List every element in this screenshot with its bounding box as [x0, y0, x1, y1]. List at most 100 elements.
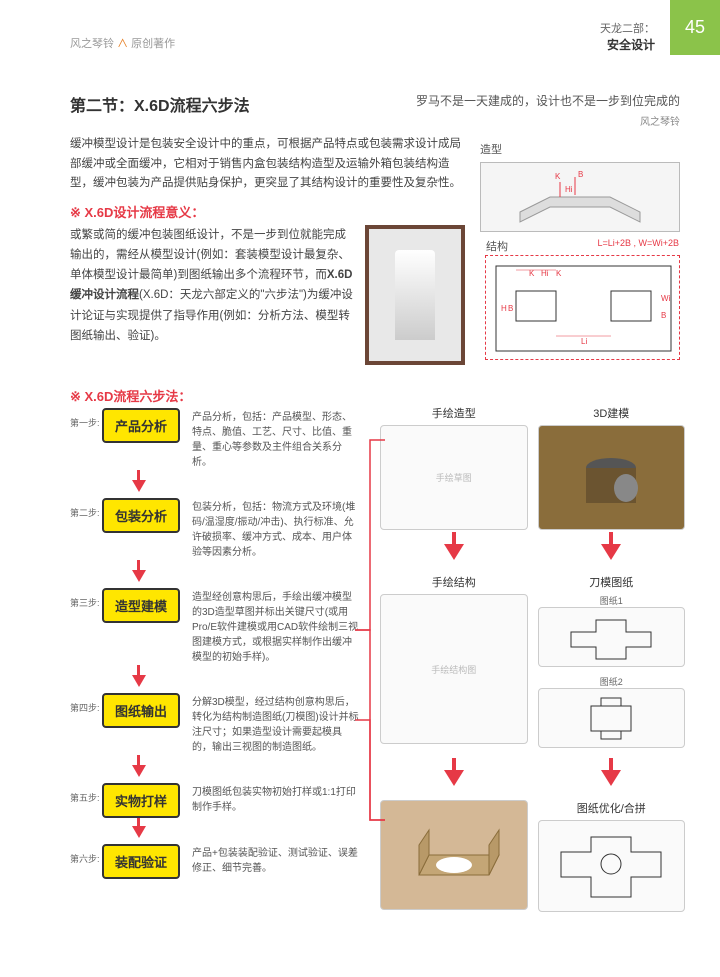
step-5-label: 第五步: — [70, 783, 102, 804]
arrow-row-1 — [380, 538, 685, 566]
fig-sketch-struct: 手绘结构图 — [380, 594, 528, 744]
page-number: 45 — [670, 0, 720, 55]
svg-text:Wi: Wi — [661, 294, 671, 303]
title-optimize: 图纸优化/合拼 — [538, 800, 686, 816]
step-4-label: 第四步: — [70, 693, 102, 714]
step-4-box: 图纸输出 — [102, 693, 180, 728]
step-6-desc: 产品+包装装配验证、测试验证、误差修正、细节完善。 — [192, 844, 360, 878]
cell-optimize: 图纸优化/合拼 — [538, 800, 686, 912]
step-4-desc: 分解3D模型，经过结构创意构思后，转化为结构制造图纸(刀模图)设计并标注尺寸；如… — [192, 693, 360, 757]
svg-text:B: B — [661, 311, 666, 320]
figure-grid: 手绘造型 手绘草图 3D建模 手绘结构 手绘结构图 刀模图纸 图纸1 图纸2 — [380, 405, 685, 920]
label-sheet1: 图纸1 — [538, 594, 686, 607]
svg-text:K: K — [555, 172, 561, 181]
formula: L=Li+2B , W=Wi+2B — [597, 238, 679, 248]
shape-svg: K B Hi — [500, 167, 660, 227]
header-right: 天龙二部： 安全设计 — [600, 20, 655, 53]
cell-3d: 3D建模 — [538, 405, 686, 530]
title-3d: 3D建模 — [538, 405, 686, 421]
arrow-icon — [132, 675, 146, 687]
header-left: 风之琴铃 ∧ 原创著作 — [70, 35, 175, 51]
grid-row-1: 手绘造型 手绘草图 3D建模 — [380, 405, 685, 530]
cushion-inner — [395, 250, 435, 340]
step-4: 第四步: 图纸输出 分解3D模型，经过结构创意构思后，转化为结构制造图纸(刀模图… — [70, 693, 360, 757]
struct-svg: KHiK HB WiB Li — [486, 256, 681, 361]
svg-text:Hi: Hi — [541, 269, 549, 278]
step-1-box: 产品分析 — [102, 408, 180, 443]
step-3: 第三步: 造型建模 造型经创意构思后，手绘出缓冲模型的3D造型草图并标出关键尺寸… — [70, 588, 360, 667]
fig-optimize — [538, 820, 686, 912]
model-3d-icon — [571, 443, 651, 513]
arrow-icon — [132, 480, 146, 492]
svg-text:B: B — [508, 304, 513, 313]
down-arrow-icon — [601, 770, 621, 786]
step-5: 第五步: 实物打样 刀模图纸包装实物初始打样或1:1打印制作手样。 — [70, 783, 360, 818]
shape-figure-area: 造型 K B Hi — [480, 140, 680, 232]
brand-sub: 原创著作 — [131, 38, 175, 50]
shape-label: 造型 — [480, 144, 502, 156]
fig-sheet2 — [538, 688, 686, 748]
para1-a: 或繁或简的缓冲包装图纸设计，不是一步到位就能完成输出的，需经从模型设计(例如：套… — [70, 229, 350, 281]
cell-sketch-struct: 手绘结构 手绘结构图 — [380, 574, 528, 756]
part-label: 天龙二部： — [600, 20, 655, 36]
step-3-box: 造型建模 — [102, 588, 180, 623]
step-1-desc: 产品分析，包括：产品模型、形态、特点、脆值、工艺、尺寸、比值、重量、重心等参数及… — [192, 408, 360, 472]
quote-author: 风之琴铃 — [416, 113, 680, 128]
paragraph-1: 或繁或简的缓冲包装图纸设计，不是一步到位就能完成输出的，需经从模型设计(例如：套… — [70, 225, 355, 346]
fig-sketch-shape: 手绘草图 — [380, 425, 528, 530]
step-5-box: 实物打样 — [102, 783, 180, 818]
step-2: 第二步: 包装分析 包装分析，包括：物流方式及环境(堆码/温湿度/振动/冲击)、… — [70, 498, 360, 562]
svg-text:Li: Li — [581, 337, 587, 346]
arrow-icon — [132, 570, 146, 582]
quote: 罗马不是一天建成的，设计也不是一步到位完成的 风之琴铃 — [416, 92, 680, 128]
flowchart: 第一步: 产品分析 产品分析，包括：产品模型、形态、特点、脆值、工艺、尺寸、比值… — [70, 408, 360, 887]
step-6: 第六步: 装配验证 产品+包装装配验证、测试验证、误差修正、细节完善。 — [70, 844, 360, 879]
svg-text:K: K — [556, 269, 562, 278]
cell-sketch-shape: 手绘造型 手绘草图 — [380, 405, 528, 530]
title-sketch-struct: 手绘结构 — [380, 574, 528, 590]
svg-text:Hi: Hi — [565, 185, 573, 194]
down-arrow-icon — [444, 544, 464, 560]
arrow-icon — [132, 765, 146, 777]
shape-3d-figure: K B Hi — [480, 162, 680, 232]
svg-text:H: H — [501, 304, 507, 313]
brand-divider: ∧ — [117, 38, 131, 50]
grid-row-3: 图纸优化/合拼 — [380, 800, 685, 912]
grid-row-2: 手绘结构 手绘结构图 刀模图纸 图纸1 图纸2 — [380, 574, 685, 756]
box-sample-icon — [399, 815, 509, 895]
step-2-box: 包装分析 — [102, 498, 180, 533]
cell-sample — [380, 800, 528, 912]
structure-figure: 结构 L=Li+2B , W=Wi+2B KHiK HB WiB Li — [485, 255, 680, 360]
subheading-2: ※ X.6D流程六步法： — [70, 386, 191, 405]
intro-paragraph: 缓冲模型设计是包装安全设计中的重点，可根据产品特点或包装需求设计成局部缓冲或全面… — [70, 135, 465, 194]
title-sketch-shape: 手绘造型 — [380, 405, 528, 421]
down-arrow-icon — [444, 770, 464, 786]
cushion-model-figure — [365, 225, 465, 365]
struct-label: 结构 — [486, 238, 508, 254]
section-title: 第二节：X.6D流程六步法 — [70, 92, 250, 116]
step-2-desc: 包装分析，包括：物流方式及环境(堆码/温湿度/振动/冲击)、执行标准、允许破损率… — [192, 498, 360, 562]
svg-text:B: B — [578, 170, 583, 179]
quote-text: 罗马不是一天建成的，设计也不是一步到位完成的 — [416, 92, 680, 109]
step-2-label: 第二步: — [70, 498, 102, 519]
fig-3d — [538, 425, 686, 530]
part-subtitle: 安全设计 — [600, 36, 655, 53]
cell-diecut: 刀模图纸 图纸1 图纸2 — [538, 574, 686, 756]
down-arrow-icon — [601, 544, 621, 560]
step-5-desc: 刀模图纸包装实物初始打样或1:1打印制作手样。 — [192, 783, 360, 817]
subheading-1: ※ X.6D设计流程意义： — [70, 202, 204, 221]
step-1-label: 第一步: — [70, 408, 102, 429]
step-1: 第一步: 产品分析 产品分析，包括：产品模型、形态、特点、脆值、工艺、尺寸、比值… — [70, 408, 360, 472]
step-6-label: 第六步: — [70, 844, 102, 865]
fig-sheet1 — [538, 607, 686, 667]
title-diecut: 刀模图纸 — [538, 574, 686, 590]
fig-sample — [380, 800, 528, 910]
svg-text:K: K — [529, 269, 535, 278]
label-sheet2: 图纸2 — [538, 675, 686, 688]
brand: 风之琴铃 — [70, 38, 114, 50]
step-3-label: 第三步: — [70, 588, 102, 609]
step-3-desc: 造型经创意构思后，手绘出缓冲模型的3D造型草图并标出关键尺寸(或用Pro/E软件… — [192, 588, 360, 667]
step-6-box: 装配验证 — [102, 844, 180, 879]
arrow-icon — [132, 826, 146, 838]
arrow-row-2 — [380, 764, 685, 792]
